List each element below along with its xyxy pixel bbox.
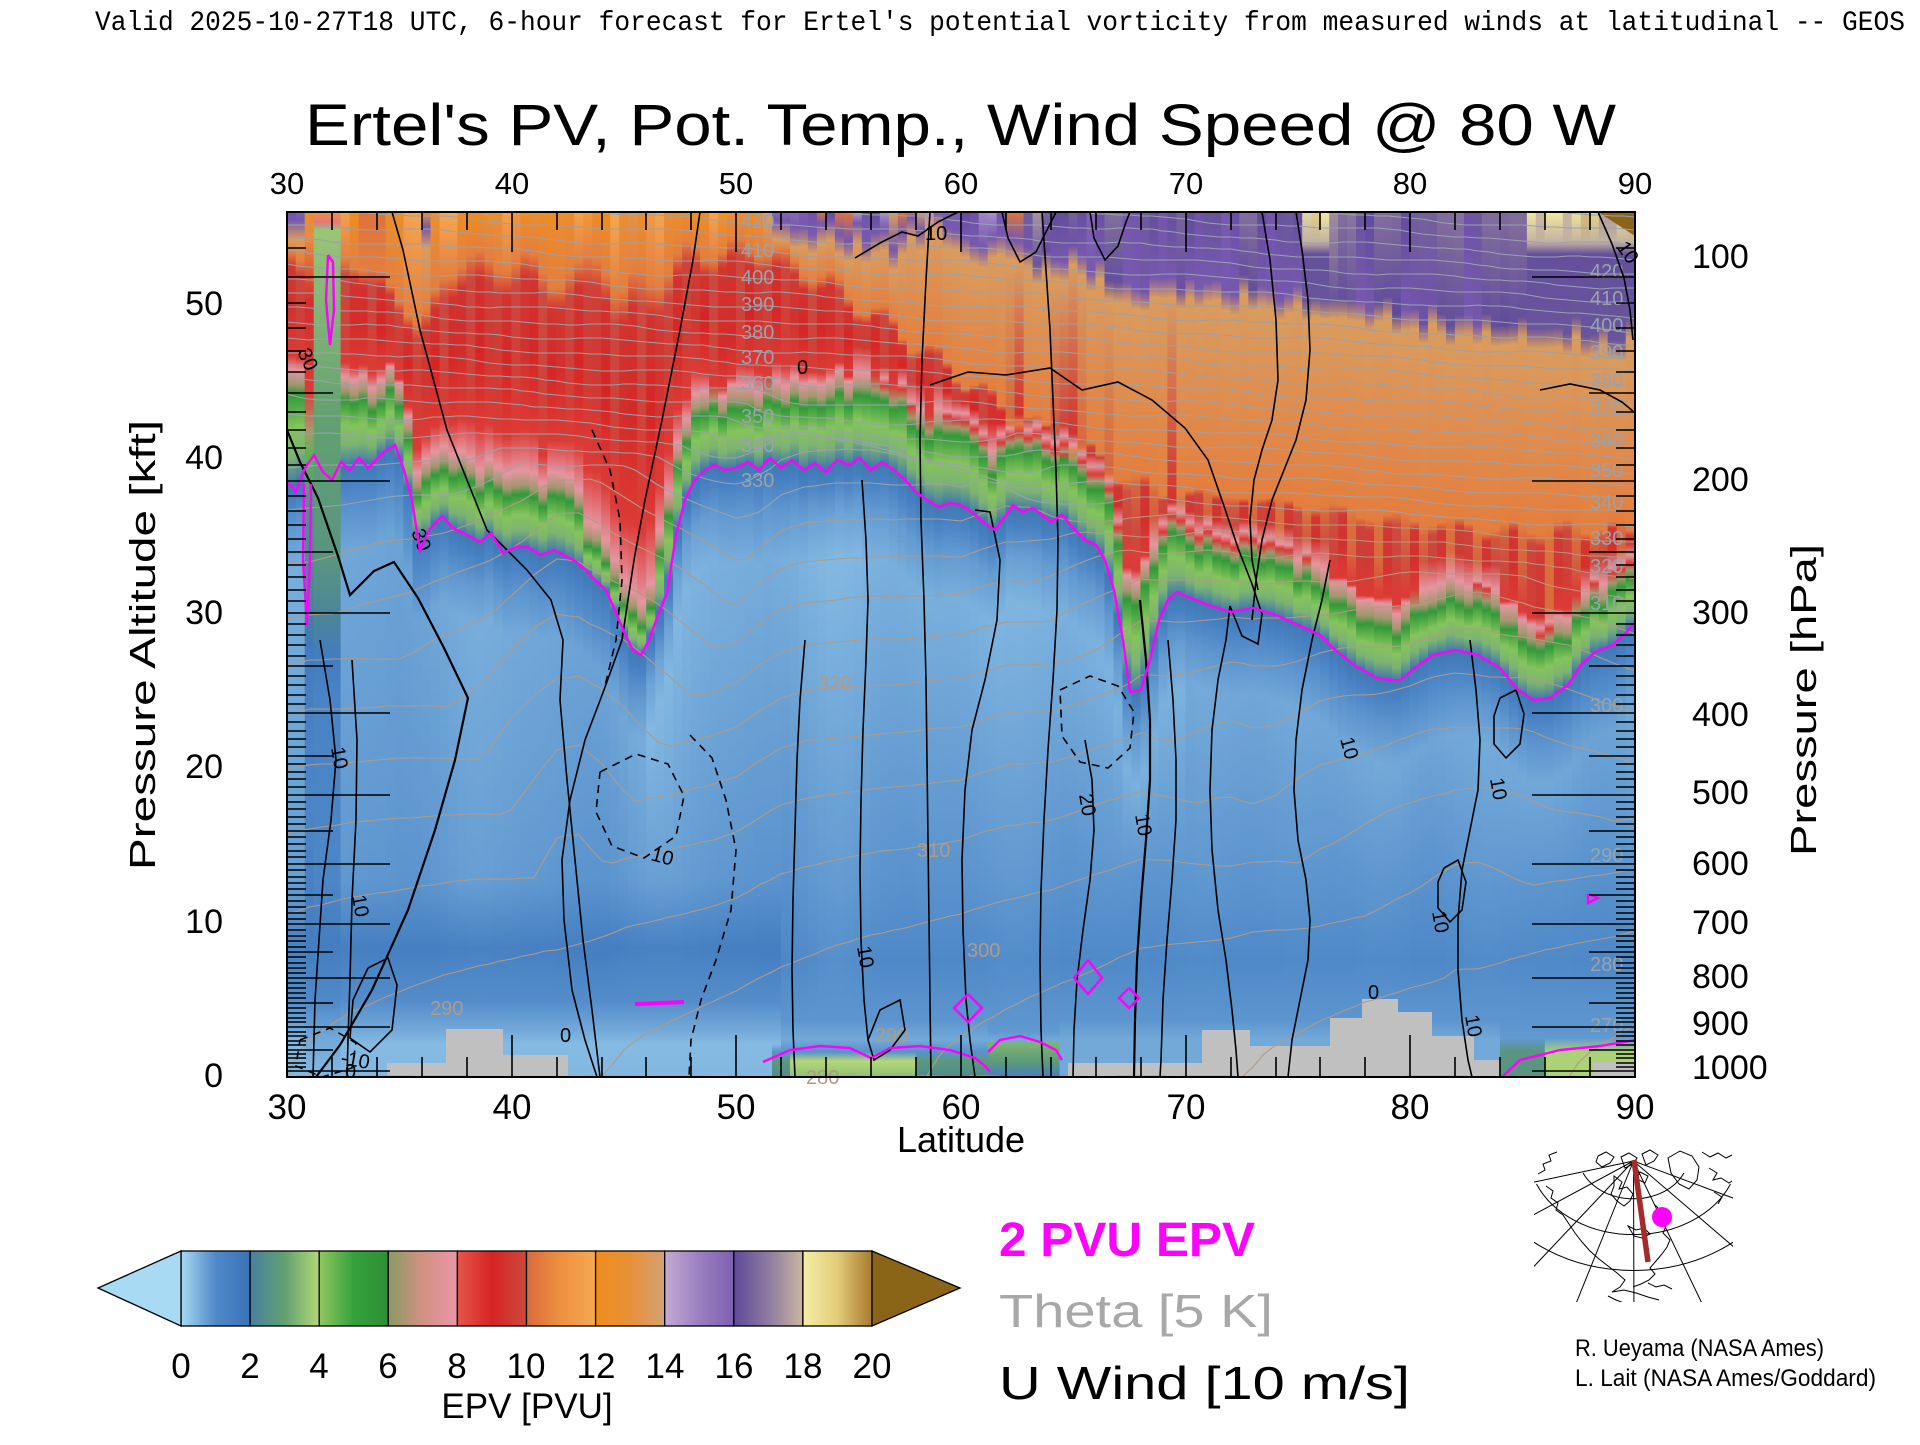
svg-text:18: 18 (784, 1347, 823, 1386)
svg-text:0: 0 (1368, 982, 1379, 1004)
svg-text:800: 800 (1692, 958, 1749, 996)
svg-text:80: 80 (1393, 166, 1427, 201)
svg-text:70: 70 (1169, 166, 1203, 201)
svg-text:10: 10 (925, 223, 947, 245)
svg-text:400: 400 (1692, 696, 1749, 734)
svg-text:0: 0 (345, 1061, 356, 1083)
svg-text:410: 410 (1590, 288, 1623, 310)
svg-text:Ertel's PV, Pot. Temp., Wind S: Ertel's PV, Pot. Temp., Wind Speed @ 80 … (305, 93, 1616, 158)
svg-text:2: 2 (240, 1347, 259, 1386)
svg-text:700: 700 (1692, 904, 1749, 942)
svg-text:U Wind [10 m/s]: U Wind [10 m/s] (999, 1357, 1410, 1409)
svg-text:R. Ueyama (NASA Ames): R. Ueyama (NASA Ames) (1575, 1335, 1824, 1362)
svg-text:410: 410 (741, 240, 774, 262)
svg-text:320: 320 (1590, 556, 1623, 578)
svg-text:0: 0 (797, 357, 808, 379)
svg-text:0: 0 (560, 1025, 571, 1047)
svg-text:320: 320 (818, 673, 851, 695)
svg-text:12: 12 (577, 1347, 616, 1386)
svg-text:10: 10 (185, 903, 223, 941)
svg-text:20: 20 (853, 1347, 892, 1386)
svg-text:370: 370 (1590, 398, 1623, 420)
svg-text:310: 310 (1590, 593, 1623, 615)
svg-text:280: 280 (1590, 954, 1623, 976)
svg-text:290: 290 (430, 998, 463, 1020)
svg-text:900: 900 (1692, 1005, 1749, 1043)
svg-text:-10: -10 (339, 1047, 371, 1074)
svg-text:390: 390 (1590, 342, 1623, 364)
svg-text:30: 30 (185, 594, 223, 632)
svg-text:10: 10 (1427, 909, 1453, 935)
svg-text:Latitude: Latitude (897, 1119, 1025, 1160)
svg-text:50: 50 (717, 1088, 756, 1127)
svg-text:20: 20 (185, 748, 223, 786)
svg-text:310: 310 (917, 840, 950, 862)
svg-text:50: 50 (185, 285, 223, 323)
svg-text:80: 80 (1391, 1088, 1430, 1127)
svg-text:30: 30 (270, 166, 304, 201)
svg-text:290: 290 (875, 1025, 908, 1047)
svg-text:70: 70 (1167, 1088, 1206, 1127)
svg-text:600: 600 (1692, 845, 1749, 883)
svg-text:10: 10 (1485, 776, 1511, 802)
svg-text:16: 16 (715, 1347, 754, 1386)
svg-text:60: 60 (942, 1088, 981, 1127)
svg-text:30: 30 (268, 1088, 307, 1127)
svg-text:340: 340 (1590, 492, 1623, 514)
svg-text:10: 10 (852, 944, 878, 970)
svg-text:350: 350 (741, 406, 774, 428)
svg-text:90: 90 (1618, 166, 1652, 201)
svg-text:8: 8 (447, 1347, 466, 1386)
svg-text:330: 330 (1590, 528, 1623, 550)
svg-text:60: 60 (944, 166, 978, 201)
svg-text:300: 300 (1692, 594, 1749, 632)
svg-text:500: 500 (1692, 774, 1749, 812)
svg-text:10: 10 (1130, 812, 1156, 838)
svg-text:370: 370 (741, 347, 774, 369)
svg-text:6: 6 (378, 1347, 397, 1386)
svg-text:420: 420 (741, 211, 774, 233)
svg-text:EPV [PVU]: EPV [PVU] (441, 1387, 612, 1426)
svg-text:400: 400 (741, 267, 774, 289)
svg-text:50: 50 (719, 166, 753, 201)
svg-text:Pressure [hPa]: Pressure [hPa] (1783, 544, 1824, 856)
svg-text:Valid 2025-10-27T18 UTC, 6-hou: Valid 2025-10-27T18 UTC, 6-hour forecast… (95, 8, 1905, 39)
svg-text:40: 40 (493, 1088, 532, 1127)
svg-text:200: 200 (1692, 461, 1749, 499)
svg-text:90: 90 (1616, 1088, 1655, 1127)
svg-text:300: 300 (1590, 695, 1623, 717)
svg-text:100: 100 (1692, 238, 1749, 276)
svg-text:4: 4 (309, 1347, 328, 1386)
svg-text:290: 290 (1590, 845, 1623, 867)
svg-text:10: 10 (326, 745, 352, 771)
svg-text:14: 14 (646, 1347, 685, 1386)
svg-text:Theta [5 K]: Theta [5 K] (999, 1285, 1273, 1337)
svg-text:40: 40 (495, 166, 529, 201)
svg-text:270: 270 (1590, 1015, 1623, 1037)
svg-text:300: 300 (967, 940, 1000, 962)
svg-text:10: 10 (507, 1347, 546, 1386)
svg-text:0: 0 (171, 1347, 190, 1386)
svg-text:390: 390 (741, 294, 774, 316)
svg-text:380: 380 (1590, 370, 1623, 392)
svg-text:340: 340 (741, 435, 774, 457)
svg-text:380: 380 (741, 322, 774, 344)
svg-text:330: 330 (741, 470, 774, 492)
svg-text:1000: 1000 (1692, 1049, 1768, 1087)
svg-text:350: 350 (1590, 460, 1623, 482)
svg-text:Pressure Altitude [kft]: Pressure Altitude [kft] (122, 420, 163, 870)
svg-text:L. Lait (NASA Ames/Goddard): L. Lait (NASA Ames/Goddard) (1575, 1365, 1876, 1392)
svg-text:20: 20 (1074, 792, 1100, 818)
svg-text:0: 0 (204, 1057, 223, 1095)
svg-text:10: 10 (347, 893, 373, 919)
svg-text:360: 360 (1590, 430, 1623, 452)
svg-text:10: 10 (1460, 1013, 1486, 1039)
svg-text:40: 40 (185, 439, 223, 477)
svg-text:2 PVU EPV: 2 PVU EPV (999, 1214, 1255, 1267)
svg-text:360: 360 (741, 373, 774, 395)
svg-text:400: 400 (1590, 315, 1623, 337)
